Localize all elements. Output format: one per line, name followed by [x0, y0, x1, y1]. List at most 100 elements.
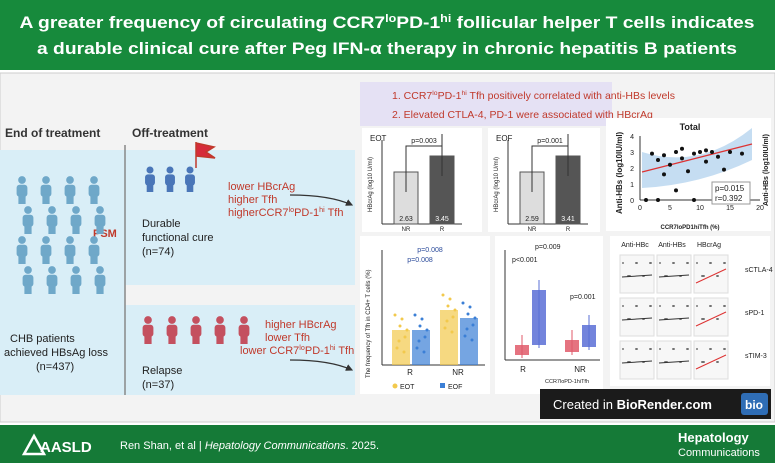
- person-body: [238, 324, 250, 337]
- bar: [440, 310, 458, 365]
- person-body: [94, 274, 106, 287]
- findings-banner: [360, 82, 612, 126]
- point: [635, 262, 637, 264]
- bio-logo: [741, 393, 768, 415]
- label: 3.45: [435, 216, 449, 223]
- person-body: [190, 324, 202, 337]
- fit-line: [621, 274, 653, 278]
- person-head: [90, 176, 98, 184]
- point: [723, 262, 725, 264]
- t: hi: [462, 90, 468, 97]
- point: [415, 346, 419, 350]
- point: [696, 305, 698, 307]
- baseline-label: CHB patients: [10, 333, 75, 345]
- point: [393, 313, 397, 317]
- relapse-box: [125, 305, 355, 395]
- label: EOF: [448, 384, 462, 391]
- point: [722, 167, 726, 172]
- person-head: [146, 166, 154, 174]
- point: [659, 305, 661, 307]
- title-sup: lo: [385, 13, 396, 25]
- point: [659, 262, 661, 264]
- point: [445, 319, 449, 323]
- person-body: [70, 214, 82, 227]
- person-body: [94, 214, 106, 227]
- label: NR: [402, 227, 411, 233]
- person-legs: [24, 284, 32, 294]
- point: [420, 317, 424, 321]
- label: 2.63: [399, 216, 413, 223]
- t: lo: [432, 90, 438, 97]
- relapse-label: (n=37): [142, 379, 174, 391]
- point: [425, 328, 429, 332]
- point: [423, 335, 427, 339]
- cell: [693, 254, 729, 294]
- label: 1: [630, 182, 634, 189]
- person-head: [216, 316, 224, 324]
- arrow: [289, 359, 354, 371]
- label: 5: [668, 205, 672, 212]
- point: [400, 317, 404, 321]
- person-body: [185, 174, 195, 186]
- point: [686, 169, 690, 174]
- cell: [619, 340, 655, 380]
- point: [672, 348, 674, 350]
- person-body: [40, 184, 52, 197]
- point: [635, 348, 637, 350]
- t: hi: [330, 344, 336, 352]
- person-body: [145, 174, 155, 186]
- point: [709, 262, 711, 264]
- cell: [693, 340, 729, 380]
- label: NR: [528, 227, 537, 233]
- point: [659, 348, 661, 350]
- person-legs: [90, 254, 98, 264]
- person-head: [144, 316, 152, 324]
- t: Tfh positively correlated with anti-HBs …: [467, 90, 675, 102]
- label: CCR7loPD-1hiTfh: [545, 379, 589, 385]
- bar: [392, 330, 410, 365]
- fit-line: [621, 360, 653, 364]
- label: Off-treatment: [132, 126, 208, 140]
- cell: [656, 254, 692, 294]
- fit-line: [658, 274, 690, 278]
- person-body: [88, 244, 100, 257]
- person-head: [48, 206, 56, 214]
- stats-box: [711, 181, 751, 205]
- person-body: [64, 244, 76, 257]
- durable-feature: lower HBcrAg: [228, 181, 295, 193]
- box-panel: [495, 236, 603, 394]
- person-legs: [146, 183, 154, 192]
- t: BioRender.com: [617, 397, 712, 412]
- point: [692, 151, 696, 156]
- person-legs: [42, 254, 50, 264]
- person-head: [18, 236, 26, 244]
- cell: [656, 297, 692, 337]
- person-body: [22, 274, 34, 287]
- point: [710, 150, 714, 154]
- point: [473, 316, 477, 320]
- biorender-bar: [540, 389, 771, 419]
- point: [471, 323, 475, 327]
- person-head: [96, 206, 104, 214]
- person-body: [88, 184, 100, 197]
- person-legs: [42, 194, 50, 204]
- fit-line: [695, 268, 727, 284]
- point: [740, 151, 744, 156]
- label: R: [566, 227, 571, 233]
- fit-line: [695, 311, 727, 327]
- person-head: [72, 266, 80, 274]
- person-head: [66, 176, 74, 184]
- footer-brand: Communications: [678, 447, 760, 459]
- cell: [619, 254, 655, 294]
- label: R: [440, 227, 445, 233]
- point: [701, 275, 703, 277]
- label: 10: [696, 205, 704, 212]
- point: [635, 305, 637, 307]
- point: [395, 346, 399, 350]
- t: . 2025.: [345, 440, 379, 452]
- person-head: [168, 316, 176, 324]
- person-head: [240, 316, 248, 324]
- t: hi: [319, 206, 325, 214]
- footer-brand: Hepatology: [678, 430, 750, 445]
- person-head: [24, 266, 32, 274]
